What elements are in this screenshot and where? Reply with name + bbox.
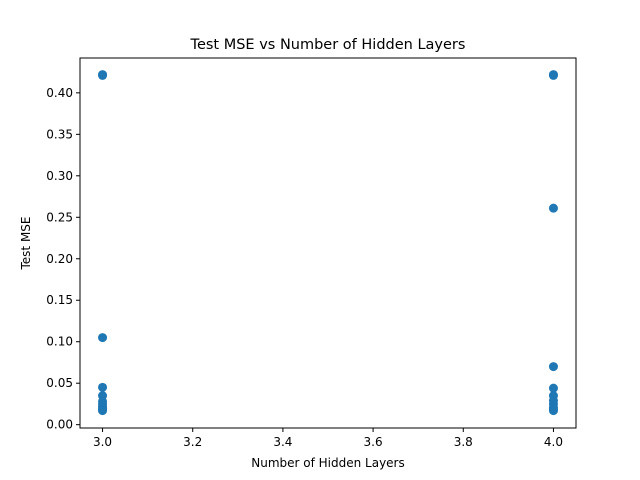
scatter-point [548,70,558,80]
scatter-point [548,406,558,416]
scatter-point [98,406,108,416]
y-tick-label: 0.00 [46,418,73,432]
y-tick-label: 0.20 [46,252,73,266]
scatter-point [548,362,558,372]
scatter-point [548,383,558,393]
y-tick-label: 0.05 [46,376,73,390]
x-tick-label: 3.8 [454,435,473,449]
x-tick-label: 3.4 [273,435,292,449]
scatter-point [548,203,558,213]
x-axis-label: Number of Hidden Layers [251,456,405,470]
x-axis: 3.0 3.2 3.4 3.6 3.8 4.0 [93,428,563,449]
y-tick-label: 0.15 [46,293,73,307]
y-tick-label: 0.40 [46,86,73,100]
y-tick-label: 0.30 [46,169,73,183]
y-axis: 0.00 0.05 0.10 0.15 0.20 0.25 0.30 0.35 0.40 [46,86,80,432]
chart-title: Test MSE vs Number of Hidden Layers [190,37,466,53]
plot-frame [79,57,577,429]
y-tick-label: 0.25 [46,210,73,224]
x-tick-label: 3.0 [93,435,112,449]
scatter-point [98,382,108,392]
x-tick-label: 3.2 [183,435,202,449]
y-tick-label: 0.35 [46,127,73,141]
y-tick-label: 0.10 [46,335,73,349]
x-tick-label: 4.0 [544,435,563,449]
y-axis-label: Test MSE [19,217,33,271]
x-tick-label: 3.6 [364,435,383,449]
data-points [98,70,558,416]
scatter-point [98,70,108,80]
scatter-point [98,333,108,343]
